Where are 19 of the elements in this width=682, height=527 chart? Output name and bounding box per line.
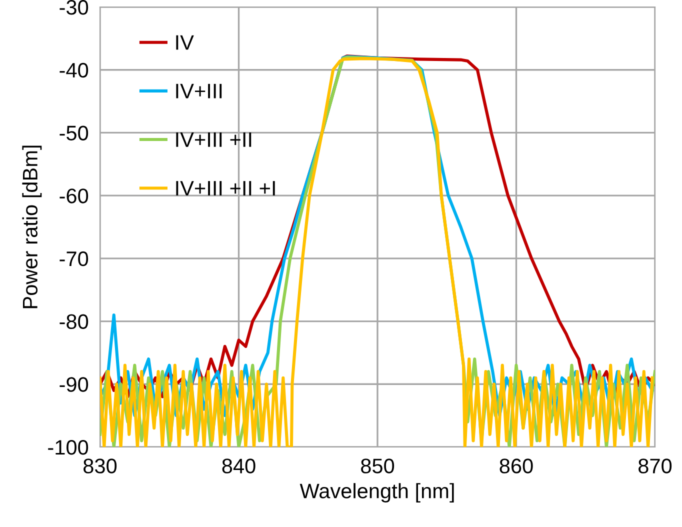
x-tick-label: 840 — [222, 458, 256, 474]
legend-label: IV — [176, 35, 194, 50]
legend-label: IV+III +II — [176, 132, 252, 147]
y-tick-label: -60 — [60, 188, 88, 204]
y-tick-label: -30 — [60, 0, 88, 15]
y-tick-label: -90 — [60, 377, 88, 392]
y-tick-label: -80 — [60, 314, 88, 330]
y-tick-label: -50 — [60, 126, 88, 140]
x-tick-label: 830 — [84, 458, 117, 474]
y-axis-title: Power ratio [dBm] — [22, 146, 42, 308]
y-tick-label: -100 — [48, 440, 88, 455]
x-tick-label: 860 — [500, 458, 533, 474]
x-tick-label: 850 — [361, 458, 394, 474]
x-axis-title: Wavelength [nm] — [300, 483, 454, 503]
x-tick-label: 870 — [638, 458, 672, 474]
legend-label: IV+III — [176, 84, 222, 98]
y-tick-label: -40 — [60, 62, 88, 78]
legend-label: IV+III +II +I — [176, 181, 275, 196]
y-tick-label: -70 — [60, 251, 88, 266]
